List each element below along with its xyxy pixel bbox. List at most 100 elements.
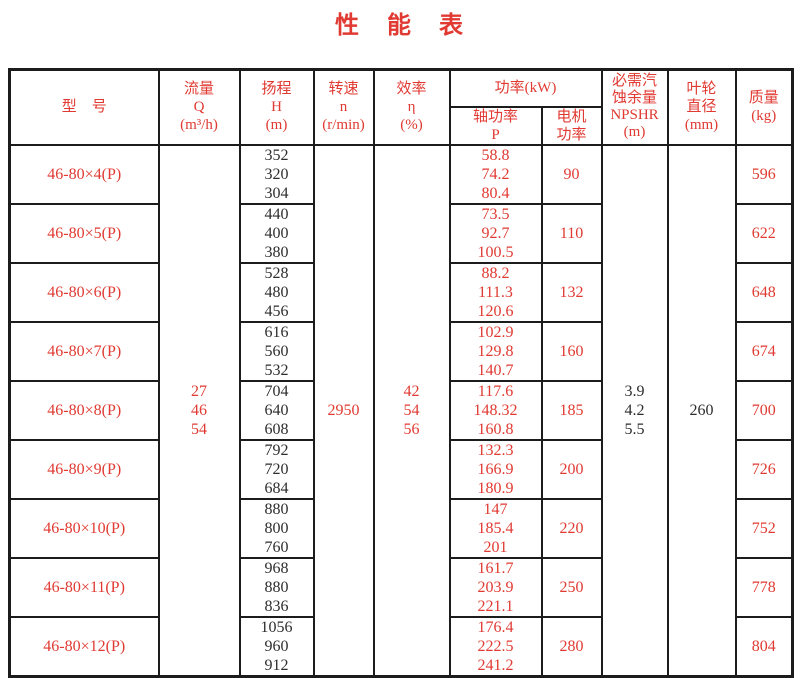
col-header-flow-line: 流量 [183, 81, 214, 98]
head-value: 380 [264, 243, 289, 261]
table-row: 46-80×7(P) 616 560 532 102.9 129.8 140.7… [8, 320, 794, 382]
col-header-impeller-line: 直径 [686, 99, 717, 116]
shaft-power-value: 88.2 [481, 264, 510, 282]
col-header-npshr: 必需汽 蚀余量 NPSHR (m) [600, 68, 669, 146]
col-header-efficiency-line: (%) [400, 117, 423, 134]
head-values-cell: 880 800 760 [238, 497, 315, 559]
head-value: 800 [264, 519, 289, 537]
col-header-speed: 转速 n (r/min) [312, 68, 375, 146]
head-value: 684 [264, 479, 289, 497]
col-header-head-line: 扬程 [261, 81, 292, 98]
shaft-power-values-cell: 73.5 92.7 100.5 [448, 202, 543, 264]
shaft-power-value: 111.3 [478, 283, 513, 301]
mass-cell: 648 [734, 261, 794, 323]
flow-value: 46 [191, 401, 207, 419]
model-cell: 46-80×7(P) [8, 320, 160, 382]
head-value: 760 [264, 538, 289, 556]
model-cell: 46-80×4(P) [8, 143, 160, 205]
npshr-value: 4.2 [624, 401, 645, 419]
head-values-cell: 704 640 608 [238, 379, 315, 441]
col-header-npshr-line: NPSHR [610, 107, 659, 124]
shaft-power-values-cell: 58.8 74.2 80.4 [448, 143, 543, 205]
shaft-power-value: 117.6 [477, 382, 514, 400]
shaft-power-value: 140.7 [477, 361, 514, 379]
col-header-flow: 流量 Q (m³/h) [157, 68, 241, 146]
shaft-power-values-cell: 176.4 222.5 241.2 [448, 615, 543, 677]
col-header-head: 扬程 H (m) [238, 68, 315, 146]
head-value: 912 [264, 656, 289, 674]
shaft-power-value: 203.9 [477, 578, 514, 596]
efficiency-value: 54 [403, 401, 420, 419]
model-cell: 46-80×5(P) [8, 202, 160, 264]
shaft-power-value: 148.32 [473, 401, 518, 419]
flow-value: 27 [191, 382, 207, 400]
col-header-mass-line: 质量 [748, 90, 779, 107]
head-value: 880 [264, 500, 289, 518]
npshr-values-cell: 3.9 4.2 5.5 [600, 143, 669, 677]
mass-cell: 596 [734, 143, 794, 205]
shaft-power-value: 160.8 [477, 420, 514, 438]
shaft-power-value: 241.2 [477, 656, 514, 674]
col-header-shaft-power-line: 轴功率 [472, 108, 518, 125]
motor-power-cell: 110 [540, 202, 603, 264]
head-value: 304 [264, 184, 289, 202]
motor-power-cell: 280 [540, 615, 603, 677]
shaft-power-values-cell: 117.6 148.32 160.8 [448, 379, 543, 441]
shaft-power-value: 73.5 [481, 205, 510, 223]
efficiency-values-cell: 42 54 56 [372, 143, 451, 677]
head-values-cell: 352 320 304 [238, 143, 315, 205]
flow-value: 54 [191, 420, 207, 438]
head-value: 528 [264, 264, 289, 282]
mass-cell: 726 [734, 438, 794, 500]
shaft-power-values-cell: 102.9 129.8 140.7 [448, 320, 543, 382]
col-header-shaft-power: 轴功率 P [448, 105, 543, 146]
col-header-speed-line: 转速 [328, 81, 359, 98]
shaft-power-value: 74.2 [481, 165, 510, 183]
shaft-power-values-cell: 147 185.4 201 [448, 497, 543, 559]
shaft-power-value: 129.8 [477, 342, 514, 360]
motor-power-cell: 185 [540, 379, 603, 441]
table-row: 46-80×6(P) 528 480 456 88.2 111.3 120.6 … [8, 261, 794, 323]
efficiency-value: 42 [403, 382, 420, 400]
flow-values-cell: 27 46 54 [157, 143, 241, 677]
col-header-shaft-power-line: P [491, 126, 500, 143]
col-header-flow-line: (m³/h) [180, 117, 218, 134]
head-value: 880 [264, 578, 289, 596]
shaft-power-value: 185.4 [477, 519, 514, 537]
shaft-power-value: 120.6 [477, 302, 514, 320]
col-header-head-line: H [271, 99, 282, 116]
col-header-speed-line: n [339, 99, 348, 116]
motor-power-cell: 220 [540, 497, 603, 559]
motor-power-cell: 132 [540, 261, 603, 323]
mass-cell: 622 [734, 202, 794, 264]
shaft-power-value: 221.1 [477, 597, 514, 615]
head-value: 352 [264, 146, 289, 164]
impeller-value-cell: 260 [666, 143, 737, 677]
col-header-efficiency-line: η [407, 99, 416, 116]
table-row: 46-80×8(P) 704 640 608 117.6 148.32 160.… [8, 379, 794, 441]
shaft-power-values-cell: 161.7 203.9 221.1 [448, 556, 543, 618]
col-header-power-group: 功率(kW) [448, 68, 603, 108]
table-row: 46-80×5(P) 440 400 380 73.5 92.7 100.5 1… [8, 202, 794, 264]
shaft-power-values-cell: 88.2 111.3 120.6 [448, 261, 543, 323]
col-header-head-line: (m) [265, 117, 288, 134]
col-header-npshr-line: 蚀余量 [611, 90, 657, 107]
head-value: 720 [264, 460, 289, 478]
col-header-flow-line: Q [193, 99, 205, 116]
head-value: 960 [264, 637, 289, 655]
col-header-mass-line: (kg) [751, 108, 777, 125]
head-value: 320 [264, 165, 289, 183]
page-title: 性 能 表 [335, 13, 465, 39]
table-header: 型 号 流量 Q (m³/h) 扬程 H (m) 转速 n (r/min) 效率… [8, 68, 794, 146]
mass-cell: 700 [734, 379, 794, 441]
shaft-power-value: 176.4 [477, 618, 514, 636]
col-header-impeller-line: 叶轮 [686, 81, 717, 98]
shaft-power-value: 201 [483, 538, 508, 556]
table-row: 46-80×11(P) 968 880 836 161.7 203.9 221.… [8, 556, 794, 618]
head-value: 400 [264, 224, 289, 242]
model-cell: 46-80×8(P) [8, 379, 160, 441]
col-header-motor-power-line: 电机 [556, 108, 587, 125]
shaft-power-value: 100.5 [477, 243, 514, 261]
head-values-cell: 440 400 380 [238, 202, 315, 264]
shaft-power-value: 102.9 [477, 323, 514, 341]
